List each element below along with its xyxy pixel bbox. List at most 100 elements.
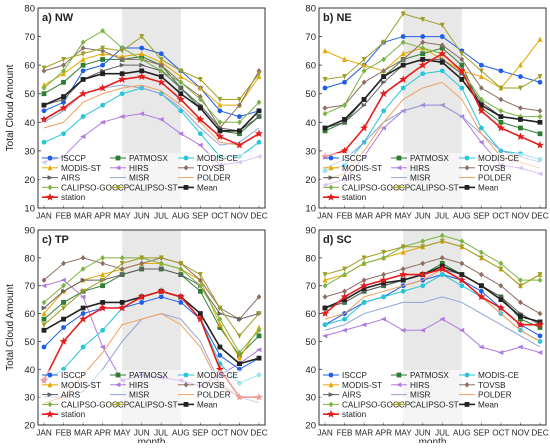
y-tick-label: 40 xyxy=(24,118,35,129)
legend-label: PATMOSX xyxy=(129,154,168,163)
hirs-marker xyxy=(517,344,523,350)
legend-label: TOVSB xyxy=(478,381,506,390)
modis-st-marker xyxy=(197,85,203,91)
legend-entry-hirs: HIRS xyxy=(391,381,430,390)
x-tick-label-dec: DEC xyxy=(531,429,548,438)
isccp-line xyxy=(43,296,260,370)
series-polder xyxy=(43,84,260,146)
y-tick-label: 60 xyxy=(24,61,35,72)
legend-entry-calipso-goccp: CALIPSO-GOCCP xyxy=(42,400,130,409)
calipso-goccp-marker xyxy=(197,282,203,289)
airs-marker xyxy=(237,316,243,322)
x-tick-label-oct: OCT xyxy=(211,429,228,438)
tovsb-marker xyxy=(256,294,262,300)
modis-ce-marker xyxy=(464,155,470,161)
calipso-st-marker xyxy=(396,402,402,408)
legend-label: HIRS xyxy=(129,164,149,173)
x-tick-label-nov: NOV xyxy=(231,212,249,221)
x-tick-label-nov: NOV xyxy=(512,212,530,221)
legend-label: MODIS-ST xyxy=(342,164,382,173)
modis-ce-marker xyxy=(80,114,86,119)
modis-ce-marker xyxy=(41,139,47,145)
isccp-marker xyxy=(478,62,484,68)
mean-marker xyxy=(256,355,262,361)
legend-entry-modis-ce: MODIS-CE xyxy=(459,154,519,163)
patmosx-marker xyxy=(100,283,106,289)
x-tick-label-sep: SEP xyxy=(473,429,490,438)
y-tick-label: 50 xyxy=(24,89,35,100)
x-tick-label-apr: APR xyxy=(375,429,392,438)
modis-st-marker xyxy=(178,73,184,79)
calipso-st-marker xyxy=(139,34,145,40)
legend-backdrop xyxy=(39,370,264,424)
station-marker xyxy=(379,275,388,284)
tovsb-marker xyxy=(400,56,406,63)
calipso-st-marker xyxy=(115,185,121,191)
x-tick-label-jun: JUN xyxy=(415,212,431,221)
station-marker xyxy=(327,193,335,201)
legend-entry-station: station xyxy=(323,193,367,202)
calipso-st-marker xyxy=(139,255,145,261)
mean-marker xyxy=(237,361,242,367)
calipso-st-marker xyxy=(100,277,106,284)
modis-ce-marker xyxy=(420,283,426,289)
hirs-marker xyxy=(80,294,86,300)
station-marker xyxy=(457,66,466,75)
airs-marker xyxy=(119,272,126,277)
legend: ISCCP PATMOSX MODIS-CE MODIS-ST HIRS TOVSB AIR… xyxy=(39,153,264,207)
mean-marker xyxy=(80,305,86,311)
patmosx-marker xyxy=(518,316,523,322)
calipso-st-marker xyxy=(342,74,347,80)
mean-marker xyxy=(518,313,523,319)
calipso-st-marker xyxy=(197,77,203,83)
modis-st-marker xyxy=(217,102,223,108)
hirs-marker xyxy=(177,131,184,137)
legend-label: CALIPSO-GOCCP xyxy=(61,183,130,192)
calipso-st-marker xyxy=(400,11,406,17)
panel-title: d) SC xyxy=(323,234,352,246)
series-calipso-goccp xyxy=(322,232,543,289)
tovsb-marker xyxy=(537,310,543,317)
modis-st-marker xyxy=(400,249,406,255)
mean-marker xyxy=(322,125,328,131)
calipso-st-marker xyxy=(158,57,164,63)
calipso-goccp-marker xyxy=(381,255,387,261)
modis-st-marker xyxy=(322,47,328,54)
panel-b-ne: 10 20 30 40 50 60 70 80 JAN FEB MAR APR MAY JUN JUL AUG… xyxy=(305,4,548,221)
station-marker xyxy=(438,264,447,273)
modis-ce-marker xyxy=(400,85,406,91)
tovsb-marker xyxy=(439,255,445,261)
legend-entry-patmosx: PATMOSX xyxy=(110,371,168,380)
station-marker xyxy=(360,281,369,290)
y-tick-label: 50 xyxy=(305,89,316,100)
isccp-marker xyxy=(80,311,86,316)
isccp-marker xyxy=(328,155,334,161)
tovsb-marker xyxy=(439,42,445,48)
calipso-goccp-marker xyxy=(100,255,106,261)
y-tick-label: 20 xyxy=(24,175,35,186)
mean-marker xyxy=(61,316,66,322)
hirs-marker xyxy=(197,142,203,148)
patmosx-marker xyxy=(396,372,402,378)
station-marker xyxy=(79,314,88,323)
panel-title-backdrop xyxy=(321,10,365,24)
x-tick-label-jan: JAN xyxy=(36,429,52,438)
tovsb-marker xyxy=(381,68,387,74)
legend-entry-calipso-st: CALIPSO-ST xyxy=(110,183,178,192)
tovsb-marker xyxy=(420,260,426,267)
modis-ce-marker xyxy=(183,155,189,161)
polder-line xyxy=(43,84,260,146)
hirs-marker xyxy=(322,333,328,339)
patmosx-marker xyxy=(420,51,426,57)
legend-label: CALIPSO-GOCCP xyxy=(342,183,411,192)
tovsb-marker xyxy=(322,105,328,111)
calipso-goccp-marker xyxy=(178,266,184,272)
legend-entry-calipso-st: CALIPSO-ST xyxy=(110,400,178,409)
calipso-goccp-marker xyxy=(518,277,523,283)
x-tick-label-jun: JUN xyxy=(134,212,150,221)
y-tick-label: 70 xyxy=(305,281,316,292)
tovsb-marker xyxy=(459,56,465,63)
station-marker xyxy=(496,303,505,312)
calipso-goccp-marker xyxy=(459,238,465,244)
hirs-marker xyxy=(380,316,387,322)
